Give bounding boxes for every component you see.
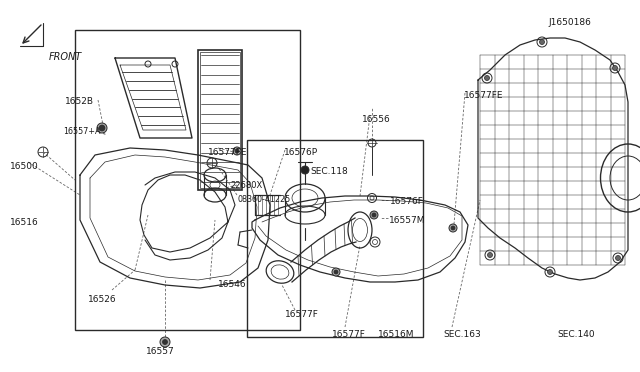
Circle shape: [233, 147, 241, 155]
Bar: [200, 52, 240, 188]
Text: 16577FE: 16577FE: [208, 148, 248, 157]
Bar: [75, 30, 300, 330]
Circle shape: [540, 39, 545, 45]
Circle shape: [370, 211, 378, 219]
Bar: [198, 50, 242, 190]
Text: 16557+A: 16557+A: [63, 127, 100, 136]
Circle shape: [97, 123, 107, 133]
Text: 16577F: 16577F: [285, 310, 319, 319]
Circle shape: [332, 268, 340, 276]
Circle shape: [160, 337, 170, 347]
Circle shape: [449, 224, 457, 232]
Text: 16516: 16516: [10, 218, 39, 227]
Text: 16500: 16500: [10, 162, 39, 171]
Text: 16526: 16526: [88, 295, 116, 304]
Circle shape: [484, 76, 490, 80]
Circle shape: [612, 65, 618, 71]
Text: 16557M: 16557M: [389, 216, 426, 225]
Text: SEC.118: SEC.118: [310, 167, 348, 176]
Text: SEC.163: SEC.163: [443, 330, 481, 339]
Text: 16577F: 16577F: [332, 330, 366, 339]
Text: 16516M: 16516M: [378, 330, 415, 339]
Circle shape: [451, 226, 455, 230]
Text: FRONT: FRONT: [49, 52, 83, 62]
Circle shape: [488, 253, 493, 257]
Circle shape: [99, 125, 105, 131]
Bar: [247, 140, 423, 337]
Circle shape: [547, 269, 552, 275]
Text: 1652B: 1652B: [65, 97, 94, 106]
Text: 22680X: 22680X: [230, 181, 262, 190]
Text: 16576P: 16576P: [284, 148, 318, 157]
Circle shape: [372, 213, 376, 217]
Text: 16556: 16556: [362, 115, 391, 124]
Circle shape: [235, 149, 239, 153]
Text: 08360-41225: 08360-41225: [237, 195, 291, 204]
Text: 16557: 16557: [146, 347, 175, 356]
Text: 16576F: 16576F: [390, 197, 424, 206]
Text: 16577FE: 16577FE: [464, 91, 504, 100]
Circle shape: [334, 270, 338, 274]
Circle shape: [301, 166, 309, 174]
Circle shape: [616, 256, 621, 260]
Text: J1650186: J1650186: [548, 18, 591, 27]
Text: SEC.140: SEC.140: [557, 330, 595, 339]
Text: 16546: 16546: [218, 280, 246, 289]
Circle shape: [163, 340, 168, 344]
